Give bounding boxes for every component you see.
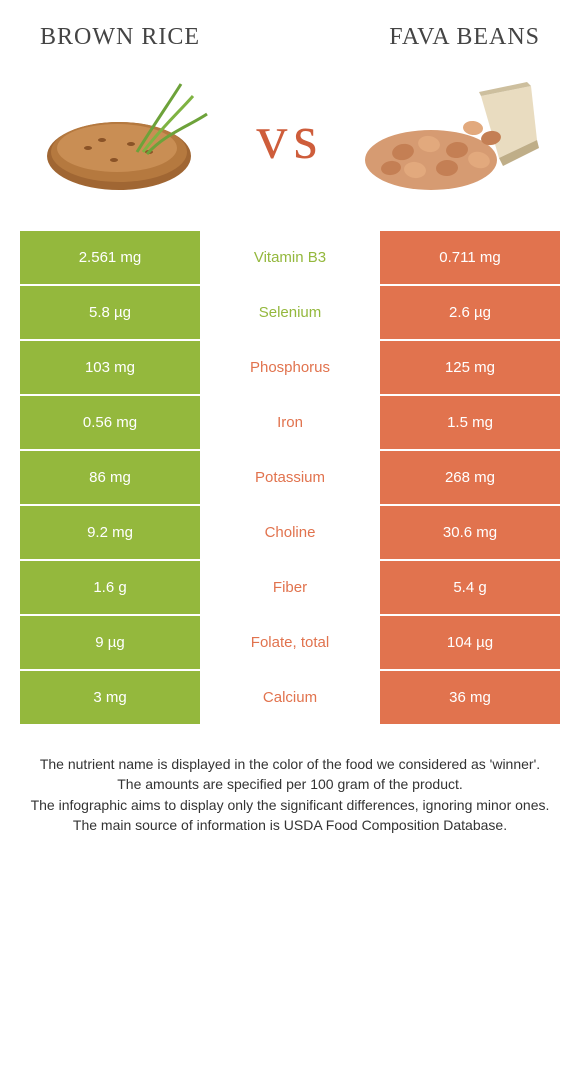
value-left: 0.56 mg	[20, 396, 200, 451]
value-right: 36 mg	[380, 671, 560, 726]
beans-icon	[361, 78, 541, 198]
table-row: 9 µgFolate, total104 µg	[20, 616, 560, 671]
table-row: 3 mgCalcium36 mg	[20, 671, 560, 726]
table-row: 2.561 mgVitamin B30.711 mg	[20, 231, 560, 286]
nutrient-name: Selenium	[200, 286, 380, 341]
nutrient-name: Potassium	[200, 451, 380, 506]
nutrient-name: Phosphorus	[200, 341, 380, 396]
value-right: 0.711 mg	[380, 231, 560, 286]
table-row: 86 mgPotassium268 mg	[20, 451, 560, 506]
food-title-right: Fava beans	[389, 24, 540, 51]
footer-line: The nutrient name is displayed in the co…	[26, 754, 554, 774]
nutrient-name: Vitamin B3	[200, 231, 380, 286]
value-right: 5.4 g	[380, 561, 560, 616]
value-left: 86 mg	[20, 451, 200, 506]
images-row: vs	[10, 67, 570, 231]
nutrient-name: Choline	[200, 506, 380, 561]
nutrient-name: Iron	[200, 396, 380, 451]
footer-line: The infographic aims to display only the…	[26, 795, 554, 815]
vs-label: vs	[256, 103, 323, 174]
table-row: 103 mgPhosphorus125 mg	[20, 341, 560, 396]
value-left: 9.2 mg	[20, 506, 200, 561]
table-row: 0.56 mgIron1.5 mg	[20, 396, 560, 451]
brown-rice-image	[34, 73, 224, 203]
fava-beans-image	[356, 73, 546, 203]
table-row: 1.6 gFiber5.4 g	[20, 561, 560, 616]
footer-line: The main source of information is USDA F…	[26, 815, 554, 835]
table-row: 5.8 µgSelenium2.6 µg	[20, 286, 560, 341]
nutrient-name: Fiber	[200, 561, 380, 616]
nutrient-name: Folate, total	[200, 616, 380, 671]
nutrient-name: Calcium	[200, 671, 380, 726]
food-title-left: Brown rice	[40, 24, 200, 51]
comparison-table: 2.561 mgVitamin B30.711 mg5.8 µgSelenium…	[20, 231, 560, 726]
value-left: 9 µg	[20, 616, 200, 671]
footer-line: The amounts are specified per 100 gram o…	[26, 774, 554, 794]
value-left: 1.6 g	[20, 561, 200, 616]
value-right: 1.5 mg	[380, 396, 560, 451]
rice-icon	[39, 78, 219, 198]
value-right: 125 mg	[380, 341, 560, 396]
table-row: 9.2 mgCholine30.6 mg	[20, 506, 560, 561]
value-left: 103 mg	[20, 341, 200, 396]
value-left: 2.561 mg	[20, 231, 200, 286]
header-row: Brown rice Fava beans	[10, 24, 570, 67]
value-right: 30.6 mg	[380, 506, 560, 561]
value-right: 2.6 µg	[380, 286, 560, 341]
infographic-root: Brown rice Fava beans vs	[0, 0, 580, 855]
value-left: 3 mg	[20, 671, 200, 726]
footer-notes: The nutrient name is displayed in the co…	[20, 754, 560, 835]
value-right: 104 µg	[380, 616, 560, 671]
value-right: 268 mg	[380, 451, 560, 506]
value-left: 5.8 µg	[20, 286, 200, 341]
